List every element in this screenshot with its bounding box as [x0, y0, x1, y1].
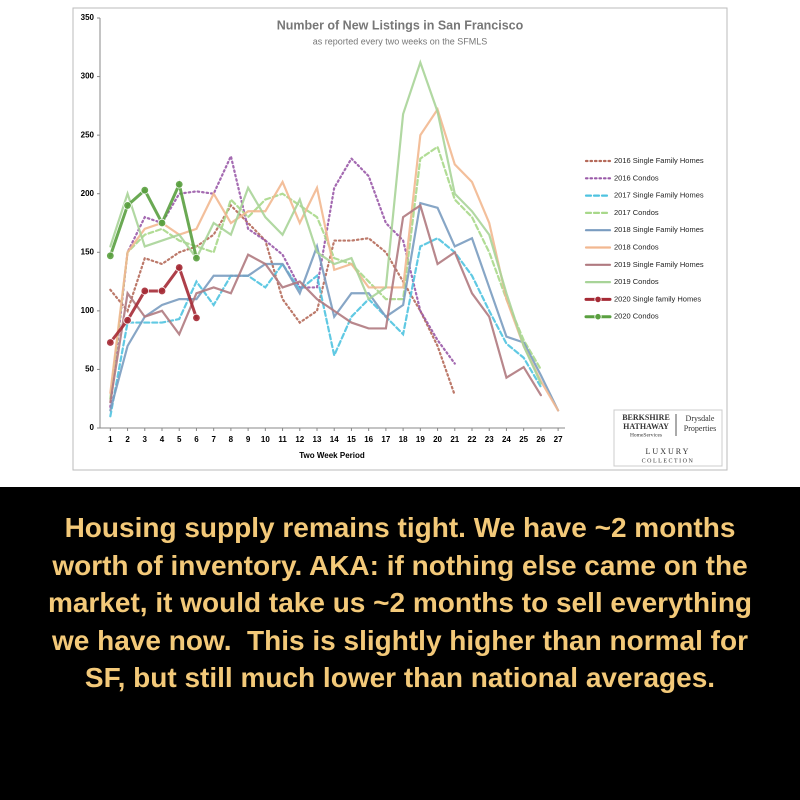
y-tick-label: 100 — [81, 306, 95, 315]
point — [192, 253, 201, 263]
x-tick-label: 23 — [485, 435, 494, 444]
legend-label: 2018 Single Family Homes — [614, 225, 704, 234]
chart-subtitle: as reported every two weeks on the SFMLS — [313, 36, 488, 46]
x-tick-label: 6 — [194, 435, 199, 444]
x-tick-label: 5 — [177, 435, 182, 444]
series-line — [109, 203, 542, 404]
x-tick-label: 4 — [160, 435, 165, 444]
y-tick-label: 150 — [81, 247, 95, 256]
x-tick-label: 1 — [108, 435, 113, 444]
x-tick-label: 26 — [536, 435, 545, 444]
series-line — [109, 201, 560, 412]
series-line — [108, 179, 198, 260]
point — [175, 263, 184, 272]
series-line — [109, 236, 542, 418]
x-tick-label: 9 — [246, 435, 251, 444]
logo-box — [613, 409, 723, 467]
x-tick-label: 3 — [143, 435, 148, 444]
logo-text: LUXURY — [646, 447, 691, 456]
x-tick-label: 13 — [313, 435, 322, 444]
y-tick-label: 50 — [85, 365, 94, 374]
legend-label: 2019 Single Family Homes — [614, 260, 704, 269]
logo-text: Drysdale — [686, 414, 715, 423]
logo-text: Properties — [684, 424, 716, 433]
y-tick-label: 300 — [81, 72, 95, 81]
chart-title: Number of New Listings in San Francisco — [277, 18, 524, 32]
x-tick-label: 22 — [468, 435, 477, 444]
caption: Housing supply remains tight. We have ~2… — [0, 487, 800, 800]
x-tick-label: 18 — [399, 435, 408, 444]
series-line — [109, 203, 456, 397]
series-line — [109, 59, 542, 385]
x-tick-label: 16 — [364, 435, 373, 444]
x-tick-label: 24 — [502, 435, 511, 444]
y-tick-label: 200 — [81, 189, 95, 198]
legend-label: 2020 Condos — [614, 312, 659, 321]
legend-label: 2020 Single family Homes — [614, 294, 701, 303]
point — [175, 180, 184, 189]
legend-label: 2016 Single Family Homes — [614, 156, 704, 165]
x-tick-label: 17 — [381, 435, 390, 444]
logo-text: HomeServices — [630, 432, 662, 438]
chart: Number of New Listings in San Francisco … — [72, 7, 728, 471]
point — [157, 218, 167, 228]
x-tick-label: 19 — [416, 435, 425, 444]
series-line — [108, 264, 198, 344]
x-tick-label: 11 — [278, 435, 287, 444]
logo-text: BERKSHIRE — [622, 413, 670, 422]
x-tick-label: 20 — [433, 435, 442, 444]
logo-text: HATHAWAY — [623, 422, 669, 431]
x-tick-label: 2 — [125, 435, 130, 444]
legend-label: 2016 Condos — [614, 173, 659, 182]
point — [106, 338, 115, 347]
point — [106, 251, 115, 260]
logo-text: COLLECTION — [642, 458, 695, 464]
x-tick-label: 10 — [261, 435, 270, 444]
x-tick-label: 14 — [330, 435, 339, 444]
legend-marker — [594, 313, 602, 321]
x-tick-label: 12 — [295, 435, 304, 444]
series-line — [109, 106, 560, 412]
y-tick-label: 350 — [81, 13, 95, 22]
legend-label: 2017 Condos — [614, 208, 659, 217]
y-tick-label: 0 — [90, 423, 95, 432]
legend-label: 2017 Single Family Homes — [614, 191, 704, 200]
point — [192, 313, 201, 323]
point — [140, 286, 149, 296]
point — [140, 185, 149, 195]
x-axis-label: Two Week Period — [299, 451, 365, 460]
point — [157, 286, 167, 296]
x-tick-label: 15 — [347, 435, 356, 444]
legend-label: 2018 Condos — [614, 242, 659, 251]
legend-label: 2019 Condos — [614, 277, 659, 286]
point — [123, 316, 132, 325]
x-tick-label: 7 — [211, 435, 216, 444]
series-line — [109, 145, 542, 400]
x-tick-label: 25 — [519, 435, 528, 444]
x-tick-label: 8 — [229, 435, 234, 444]
x-tick-label: 27 — [554, 435, 563, 444]
legend-marker — [594, 295, 602, 303]
logo: BERKSHIRE HATHAWAY HomeServices Drysdale… — [613, 409, 723, 467]
x-tick-label: 21 — [450, 435, 459, 444]
point — [123, 201, 132, 210]
y-tick-label: 250 — [81, 130, 95, 139]
